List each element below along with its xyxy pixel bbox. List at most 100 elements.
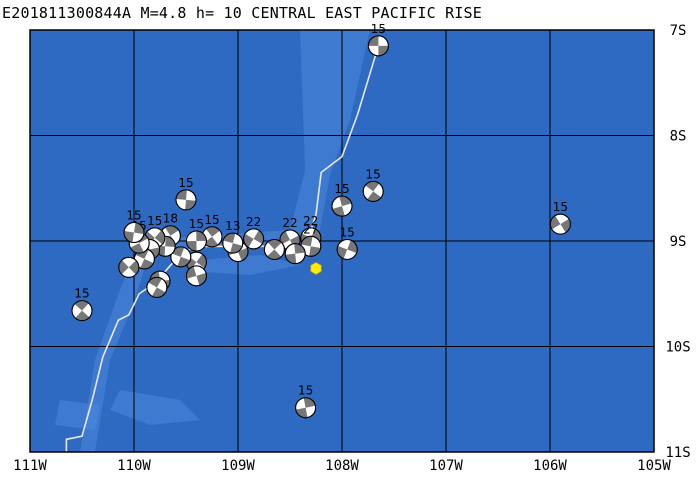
map-frame-group: 15151515151515152222272213151518151515	[29, 22, 655, 453]
beachball-compression	[176, 189, 187, 200]
beachball-compression	[243, 233, 254, 248]
beachball-outline	[123, 222, 145, 244]
beachball-12	[284, 243, 306, 265]
longitude-label: 108W	[325, 458, 359, 474]
beachball-13: 22	[243, 215, 265, 250]
beachball-compression	[123, 230, 134, 243]
beachball-outline	[185, 265, 207, 287]
beachball-outline	[336, 238, 358, 260]
beachball-outline	[222, 232, 244, 254]
beachball-compression	[300, 236, 313, 247]
beachball-outline	[118, 256, 140, 278]
beachball-compression	[164, 225, 179, 236]
beachball-outline	[243, 228, 265, 250]
event-depth-label: 15	[74, 287, 89, 301]
event-depth-label: 15	[189, 217, 204, 231]
beachball-compression	[267, 239, 282, 250]
shallow-area-3	[200, 255, 300, 275]
beachball-compression	[196, 254, 207, 268]
event-depth-label: 15	[371, 22, 386, 36]
beachball-compression	[294, 243, 306, 254]
beachball-compression	[309, 246, 321, 257]
map-title: E201811300844A M=4.8 h= 10 CENTRAL EAST …	[2, 4, 482, 22]
beachball-compression	[550, 215, 561, 230]
event-depth-label: 15	[334, 182, 349, 196]
beachball-outline	[295, 397, 317, 419]
event-depth-label: 15	[126, 209, 141, 223]
beachball-compression	[151, 287, 166, 298]
beachball-0: 15	[367, 22, 389, 57]
event-depth-label: 18	[163, 212, 178, 226]
beachball-17: 15	[185, 217, 207, 252]
longitude-label: 109W	[221, 458, 255, 474]
epicenter-marker	[310, 261, 322, 275]
longitude-label: 105W	[637, 458, 671, 474]
beachball-outline	[263, 238, 285, 260]
beachball-outline	[362, 180, 384, 202]
event-depth-label: 15	[178, 176, 193, 190]
beachball-outline	[185, 230, 207, 252]
beachball-28	[118, 256, 140, 278]
beachball-4: 15	[549, 200, 571, 235]
event-depth-label: 22	[246, 215, 261, 229]
beachball-27: 15	[123, 209, 145, 244]
event-depth-label: 13	[225, 219, 240, 233]
beachball-compression	[368, 35, 379, 46]
beachball-compression	[134, 222, 145, 235]
beachball-outline	[549, 213, 571, 235]
beachball-16: 15	[201, 213, 223, 248]
beachball-outline	[284, 243, 306, 265]
latitude-tick-labels: 7S 8S 9S 10S 11S	[665, 23, 690, 461]
latitude-label: 10S	[665, 340, 690, 356]
event-depth-label: 15	[366, 167, 381, 181]
beachball-7: 15	[295, 384, 317, 419]
beachball-compression	[303, 397, 316, 408]
beachball-compression	[165, 236, 176, 247]
beachball-3: 15	[336, 225, 358, 260]
beachball-compression	[186, 241, 197, 251]
event-depth-label: 15	[340, 225, 355, 239]
event-depth-label: 22	[282, 216, 297, 230]
beachball-outline	[71, 300, 93, 322]
beachball-compression	[365, 181, 380, 192]
beachball-compression	[140, 258, 154, 269]
beachball-compression	[560, 218, 571, 233]
beachball-30	[146, 276, 168, 298]
beachball-outline	[170, 246, 192, 268]
beachball-compression	[267, 249, 282, 260]
beachball-compression	[295, 407, 308, 418]
beachball-outline	[331, 195, 353, 217]
mechanism-events: 15151515151515152222272213151518151515	[71, 22, 571, 419]
beachball-outline	[367, 35, 389, 57]
beachball-2: 15	[331, 182, 353, 217]
beachball-compression	[74, 300, 89, 311]
beachball-compression	[130, 243, 144, 254]
beachball-compression	[148, 277, 162, 288]
beachball-compression	[367, 191, 382, 202]
longitude-label: 106W	[533, 458, 567, 474]
longitude-label: 107W	[429, 458, 463, 474]
longitude-tick-labels: 111W 110W 109W 108W 107W 106W 105W	[13, 458, 671, 474]
shallow-area-1	[110, 390, 200, 425]
beachball-compression	[185, 199, 196, 210]
event-depth-label: 22	[303, 214, 318, 228]
beachball-10: 27	[300, 222, 322, 257]
latitude-label: 11S	[665, 445, 690, 461]
beachball-compression	[75, 310, 90, 321]
beachball-6: 15	[71, 287, 93, 322]
event-depth-label: 15	[147, 214, 162, 228]
beachball-15: 13	[222, 219, 244, 254]
map-border	[29, 29, 655, 453]
event-depth-label: 15	[553, 200, 568, 214]
beachball-11	[263, 238, 285, 260]
beachball-23: 15	[144, 214, 166, 249]
beachball-outline	[175, 189, 197, 211]
beachball-compression	[118, 260, 129, 275]
beachball-compression	[204, 236, 219, 247]
longitude-label: 110W	[117, 458, 151, 474]
beachball-compression	[253, 230, 264, 245]
latitude-label: 8S	[670, 129, 687, 145]
latitude-label: 7S	[670, 23, 687, 39]
beachball-compression	[205, 226, 220, 237]
